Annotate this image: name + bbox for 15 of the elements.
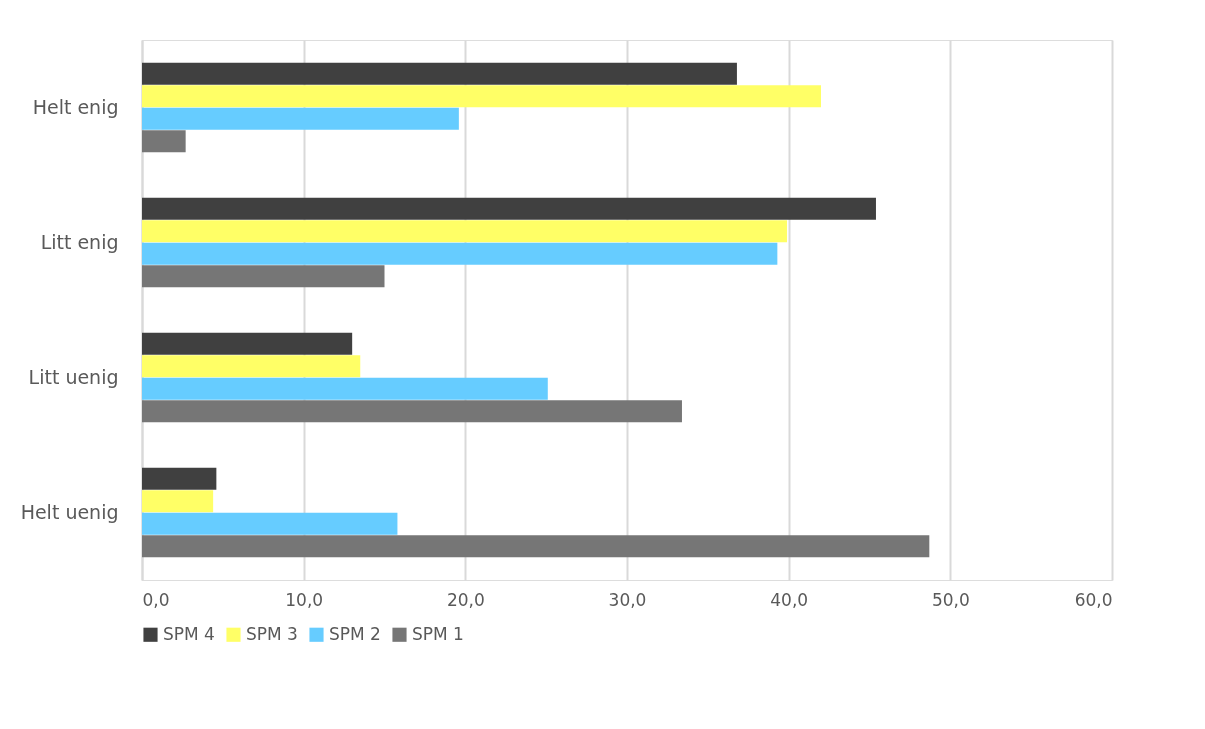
x-tick-label: 10,0 bbox=[285, 589, 324, 610]
legend-label: SPM 1 bbox=[412, 623, 464, 644]
x-tick-label: 40,0 bbox=[770, 589, 809, 610]
legend-label: SPM 3 bbox=[246, 623, 298, 644]
x-tick-label: 30,0 bbox=[608, 589, 647, 610]
y-tick-label: Litt enig bbox=[40, 230, 119, 253]
x-tick-label: 60,0 bbox=[1074, 589, 1113, 610]
x-tick-label: 50,0 bbox=[931, 589, 970, 610]
legend-label: SPM 4 bbox=[163, 623, 215, 644]
x-tick-label: 0,0 bbox=[142, 589, 170, 610]
y-tick-label: Helt uenig bbox=[20, 500, 119, 523]
x-tick-label: 20,0 bbox=[446, 589, 485, 610]
y-tick-label: Helt enig bbox=[32, 95, 119, 118]
y-tick-label: Litt uenig bbox=[28, 365, 119, 388]
legend-label: SPM 2 bbox=[329, 623, 381, 644]
